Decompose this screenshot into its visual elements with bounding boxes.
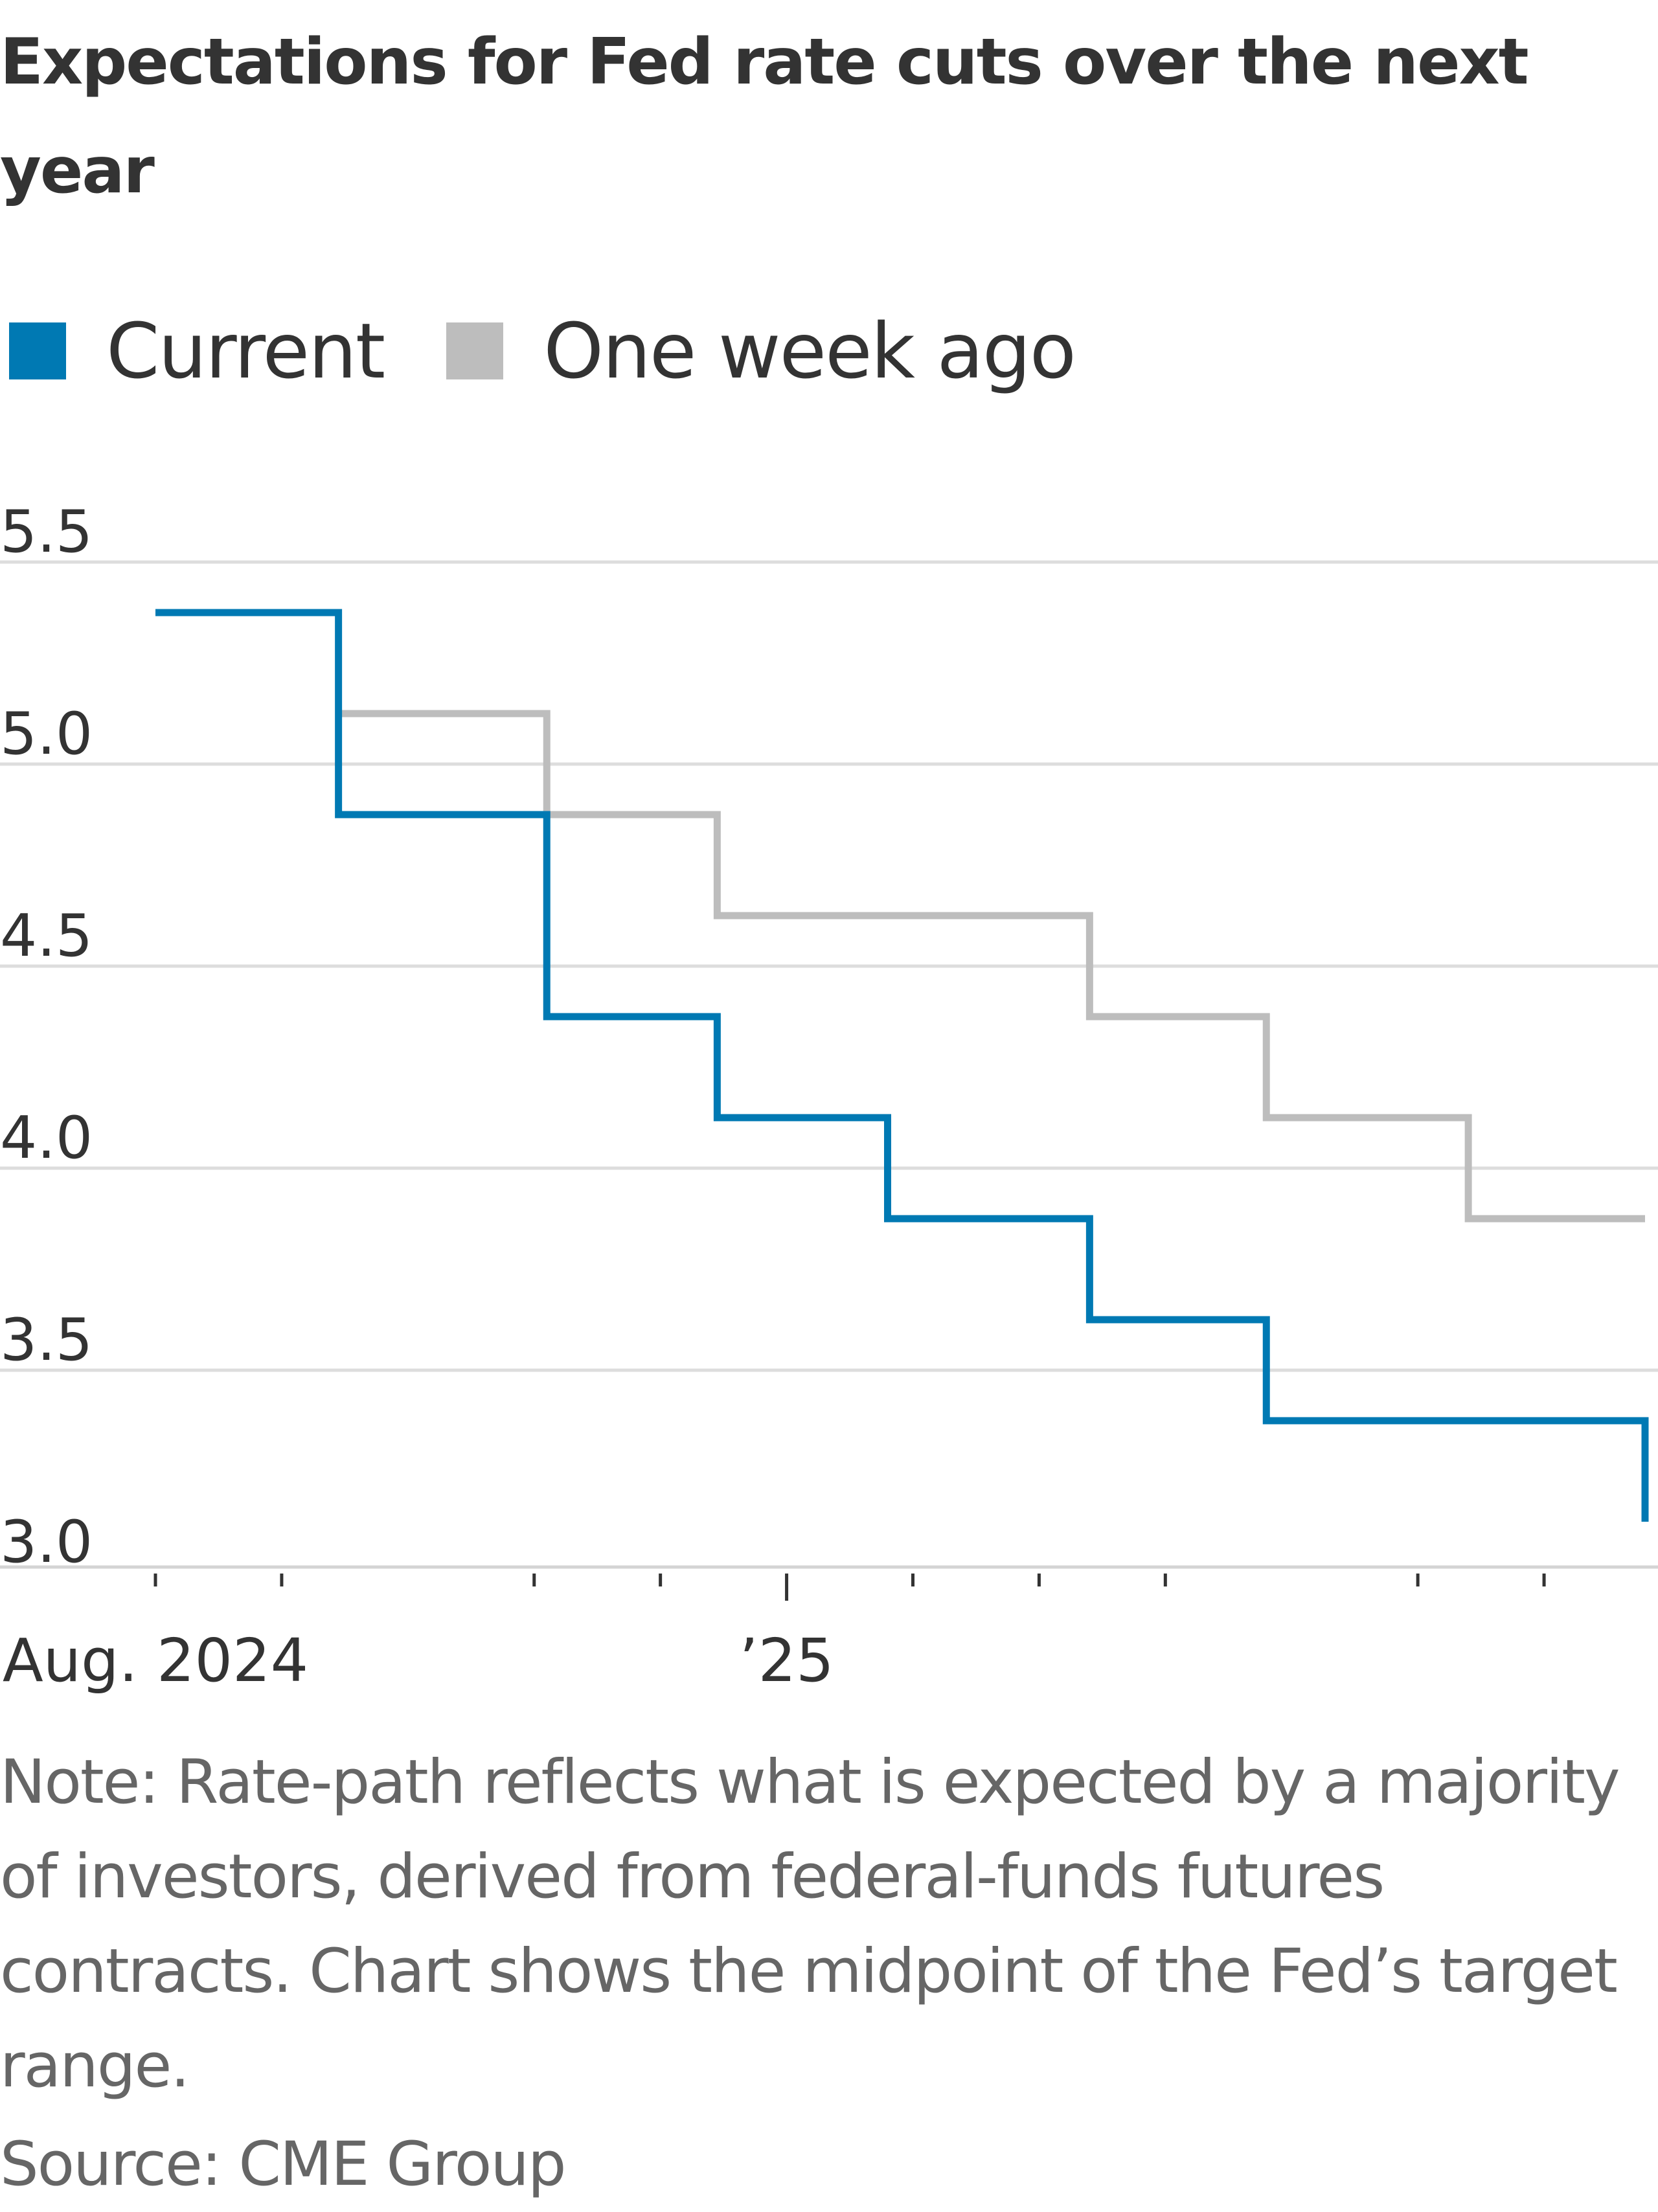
y-tick-label: 3.0 — [0, 1508, 93, 1576]
rate-path-chart: 5.5 5.0 4.5 4.0 3.5 3.0 Aug. 2024 ’25 — [0, 498, 1658, 1695]
legend-item-week-ago: One week ago — [446, 306, 1076, 396]
series-one-week-ago-line — [338, 710, 1645, 1223]
x-tick-label: Aug. 2024 — [3, 1626, 308, 1695]
legend-swatch-week-ago — [446, 322, 504, 379]
x-tick-label: ’25 — [739, 1626, 834, 1695]
legend-label-week-ago: One week ago — [543, 306, 1076, 396]
chart-source: Source: CME Group — [0, 2129, 567, 2200]
legend: Current One week ago — [9, 299, 1137, 403]
series-current-line — [155, 609, 1649, 1522]
legend-label-current: Current — [106, 306, 385, 396]
y-tick-label: 3.5 — [0, 1306, 93, 1374]
y-tick-label: 4.5 — [0, 902, 93, 970]
chart-note: Note: Rate-path reflects what is expecte… — [0, 1747, 1620, 2101]
y-tick-label: 5.5 — [0, 498, 93, 566]
y-tick-label: 5.0 — [0, 700, 93, 768]
legend-item-current: Current — [9, 306, 385, 396]
legend-swatch-current — [9, 322, 66, 379]
chart-title: Expectations for Fed rate cuts over the … — [0, 25, 1529, 208]
y-tick-label: 4.0 — [0, 1104, 93, 1172]
